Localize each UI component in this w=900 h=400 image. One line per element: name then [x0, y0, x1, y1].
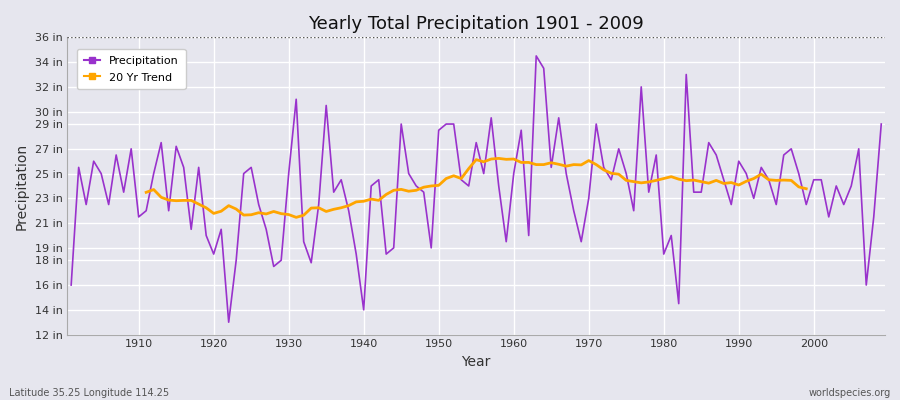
Text: worldspecies.org: worldspecies.org [809, 388, 891, 398]
Legend: Precipitation, 20 Yr Trend: Precipitation, 20 Yr Trend [77, 49, 185, 89]
Text: Latitude 35.25 Longitude 114.25: Latitude 35.25 Longitude 114.25 [9, 388, 169, 398]
X-axis label: Year: Year [462, 355, 490, 369]
Title: Yearly Total Precipitation 1901 - 2009: Yearly Total Precipitation 1901 - 2009 [309, 15, 644, 33]
Y-axis label: Precipitation: Precipitation [15, 142, 29, 230]
